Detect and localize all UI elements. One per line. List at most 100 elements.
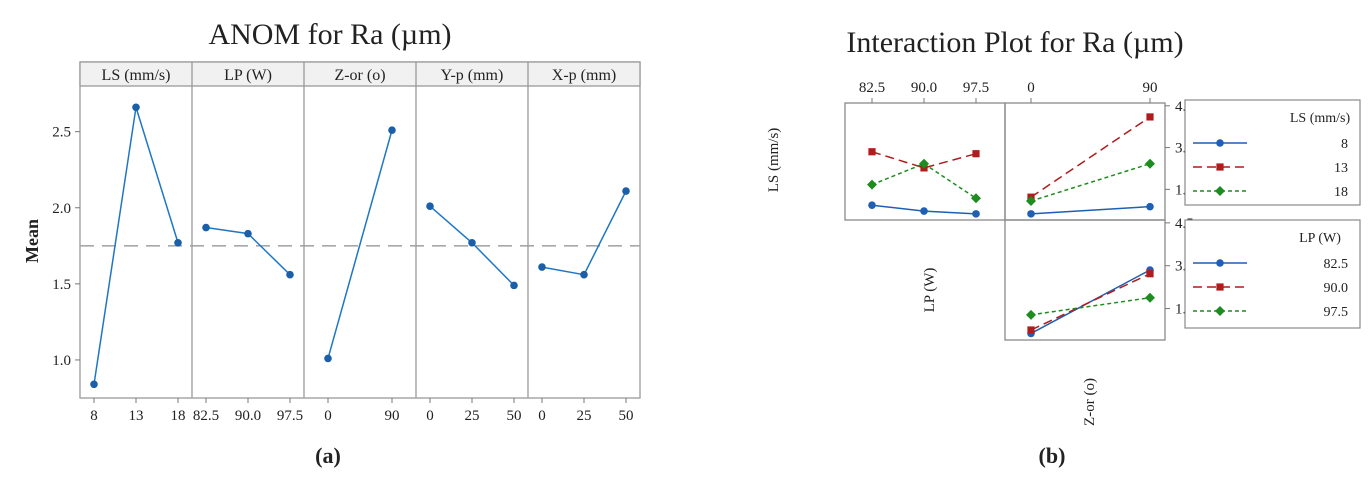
anom-y-ticks: 1.0 1.5 2.0 2.5 bbox=[52, 125, 80, 369]
anom-x-tick-label: 25 bbox=[577, 408, 592, 424]
interaction-legend-box bbox=[1184, 219, 1361, 329]
anom-panels: LS (mm/s) 8 13 18 LP (W) 82.5 90.0 97.5 Z-or (o)… bbox=[79, 61, 641, 424]
interaction-point bbox=[920, 207, 928, 215]
interaction-series-line bbox=[1030, 163, 1151, 202]
anom-panel-label: LP (W) bbox=[224, 67, 272, 84]
anom-point bbox=[324, 354, 332, 363]
interaction-series-line bbox=[1030, 116, 1151, 198]
interaction-legend-marker bbox=[1215, 186, 1225, 196]
interaction-point bbox=[1027, 326, 1035, 334]
anom-chart: ANOM for Ra (µm) Mean LS (mm/s) 8 13 18 LP (… bbox=[22, 18, 641, 468]
anom-x-tick-label: 90 bbox=[385, 408, 400, 424]
interaction-legend-item: 82.5 bbox=[1324, 257, 1349, 272]
anom-x-tick-label: 90.0 bbox=[235, 408, 261, 424]
anom-y-tick-label: 1.5 bbox=[52, 277, 71, 293]
anom-x-tick-label: 97.5 bbox=[277, 408, 303, 424]
caption-a: (a) bbox=[315, 443, 341, 468]
anom-point bbox=[426, 202, 434, 211]
interaction-series-line bbox=[871, 151, 977, 169]
anom-point bbox=[90, 380, 98, 389]
interaction-legend-title: LP (W) bbox=[1299, 231, 1341, 246]
anom-panel-label: X-p (mm) bbox=[552, 67, 616, 84]
interaction-point bbox=[972, 150, 980, 158]
anom-ylabel: Mean bbox=[22, 219, 42, 263]
anom-x-tick-label: 82.5 bbox=[193, 408, 219, 424]
interaction-panel-lp-zor bbox=[1004, 219, 1166, 341]
interaction-point bbox=[971, 193, 981, 204]
anom-point bbox=[538, 263, 546, 271]
interaction-point bbox=[1146, 270, 1154, 278]
anom-x-tick-label: 0 bbox=[538, 408, 546, 424]
anom-x-tick-label: 13 bbox=[129, 408, 144, 424]
interaction-top-tick-label: 97.5 bbox=[963, 80, 989, 96]
anom-point bbox=[622, 187, 630, 195]
anom-x-tick-label: 25 bbox=[465, 408, 480, 424]
interaction-point bbox=[919, 158, 929, 169]
anom-x-tick-label: 0 bbox=[426, 408, 434, 424]
interaction-legend-item: 90.0 bbox=[1324, 281, 1349, 296]
anom-y-tick-label: 2.5 bbox=[52, 125, 71, 141]
anom-series-line bbox=[541, 190, 627, 276]
anom-point bbox=[286, 270, 294, 279]
anom-x-tick-label: 18 bbox=[171, 408, 186, 424]
interaction-row-label-ls: LS (mm/s) bbox=[766, 128, 782, 193]
interaction-title: Interaction Plot for Ra (µm) bbox=[846, 26, 1183, 59]
anom-point bbox=[580, 270, 588, 279]
interaction-point bbox=[1026, 309, 1036, 320]
interaction-col-label-zor: Z-or (o) bbox=[1082, 378, 1098, 426]
interaction-point bbox=[1146, 113, 1154, 121]
interaction-point bbox=[1145, 292, 1155, 303]
interaction-row-label-lp: LP (W) bbox=[922, 268, 938, 313]
anom-x-tick-label: 0 bbox=[324, 408, 332, 424]
interaction-top-tick-label: 82.5 bbox=[859, 80, 885, 96]
interaction-legend-marker bbox=[1216, 163, 1224, 171]
caption-b: (b) bbox=[1039, 443, 1066, 468]
interaction-point bbox=[867, 179, 877, 190]
interaction-top-tick-label: 90 bbox=[1143, 80, 1158, 96]
anom-x-tick-label: 50 bbox=[507, 408, 522, 424]
anom-y-tick-label: 2.0 bbox=[52, 201, 71, 217]
interaction-legend-marker bbox=[1216, 139, 1224, 147]
anom-panel-label: Z-or (o) bbox=[334, 67, 385, 84]
anom-panel-label: LS (mm/s) bbox=[102, 67, 171, 84]
anom-series-line bbox=[327, 129, 393, 359]
anom-title: ANOM for Ra (µm) bbox=[208, 18, 451, 51]
interaction-point bbox=[1027, 210, 1035, 218]
interaction-point bbox=[868, 148, 876, 156]
interaction-legend-marker bbox=[1215, 306, 1225, 316]
anom-panel-label: Y-p (mm) bbox=[441, 67, 504, 84]
interaction-point bbox=[972, 210, 980, 218]
interaction-point bbox=[868, 201, 876, 210]
interaction-legend-marker bbox=[1216, 283, 1224, 291]
interaction-point bbox=[1146, 202, 1154, 211]
anom-x-tick-label: 50 bbox=[619, 408, 634, 424]
anom-point bbox=[244, 229, 252, 238]
anom-frame bbox=[79, 61, 641, 399]
interaction-chart: Interaction Plot for Ra (µm) 82.5 90.0 97.… bbox=[766, 26, 1361, 468]
anom-y-tick-label: 1.0 bbox=[52, 353, 71, 369]
interaction-series-line bbox=[1030, 273, 1151, 331]
anom-point bbox=[388, 126, 396, 134]
interaction-series-line bbox=[1030, 269, 1151, 335]
interaction-legend-item: 8 bbox=[1341, 137, 1348, 152]
anom-point bbox=[174, 238, 182, 247]
anom-point bbox=[202, 223, 210, 232]
interaction-legend-item: 97.5 bbox=[1324, 305, 1349, 320]
interaction-point bbox=[1026, 196, 1036, 207]
interaction-point bbox=[1145, 158, 1155, 169]
interaction-legend-title: LS (mm/s) bbox=[1290, 111, 1351, 126]
anom-header-band bbox=[79, 61, 641, 87]
interaction-legend-box bbox=[1184, 99, 1361, 206]
interaction-legend-item: 18 bbox=[1334, 185, 1348, 200]
interaction-legend-marker bbox=[1216, 259, 1224, 267]
anom-point bbox=[132, 103, 140, 112]
interaction-legend-item: 13 bbox=[1334, 161, 1348, 176]
anom-x-tick-label: 8 bbox=[90, 408, 98, 424]
interaction-panels: 82.5 90.0 97.5 0 904.53.01.54.53.01.5LS (mm/… bbox=[766, 80, 1361, 426]
anom-point bbox=[510, 281, 518, 290]
anom-point bbox=[468, 238, 476, 247]
interaction-series-line bbox=[1030, 296, 1151, 316]
interaction-top-tick-label: 90.0 bbox=[911, 80, 937, 96]
